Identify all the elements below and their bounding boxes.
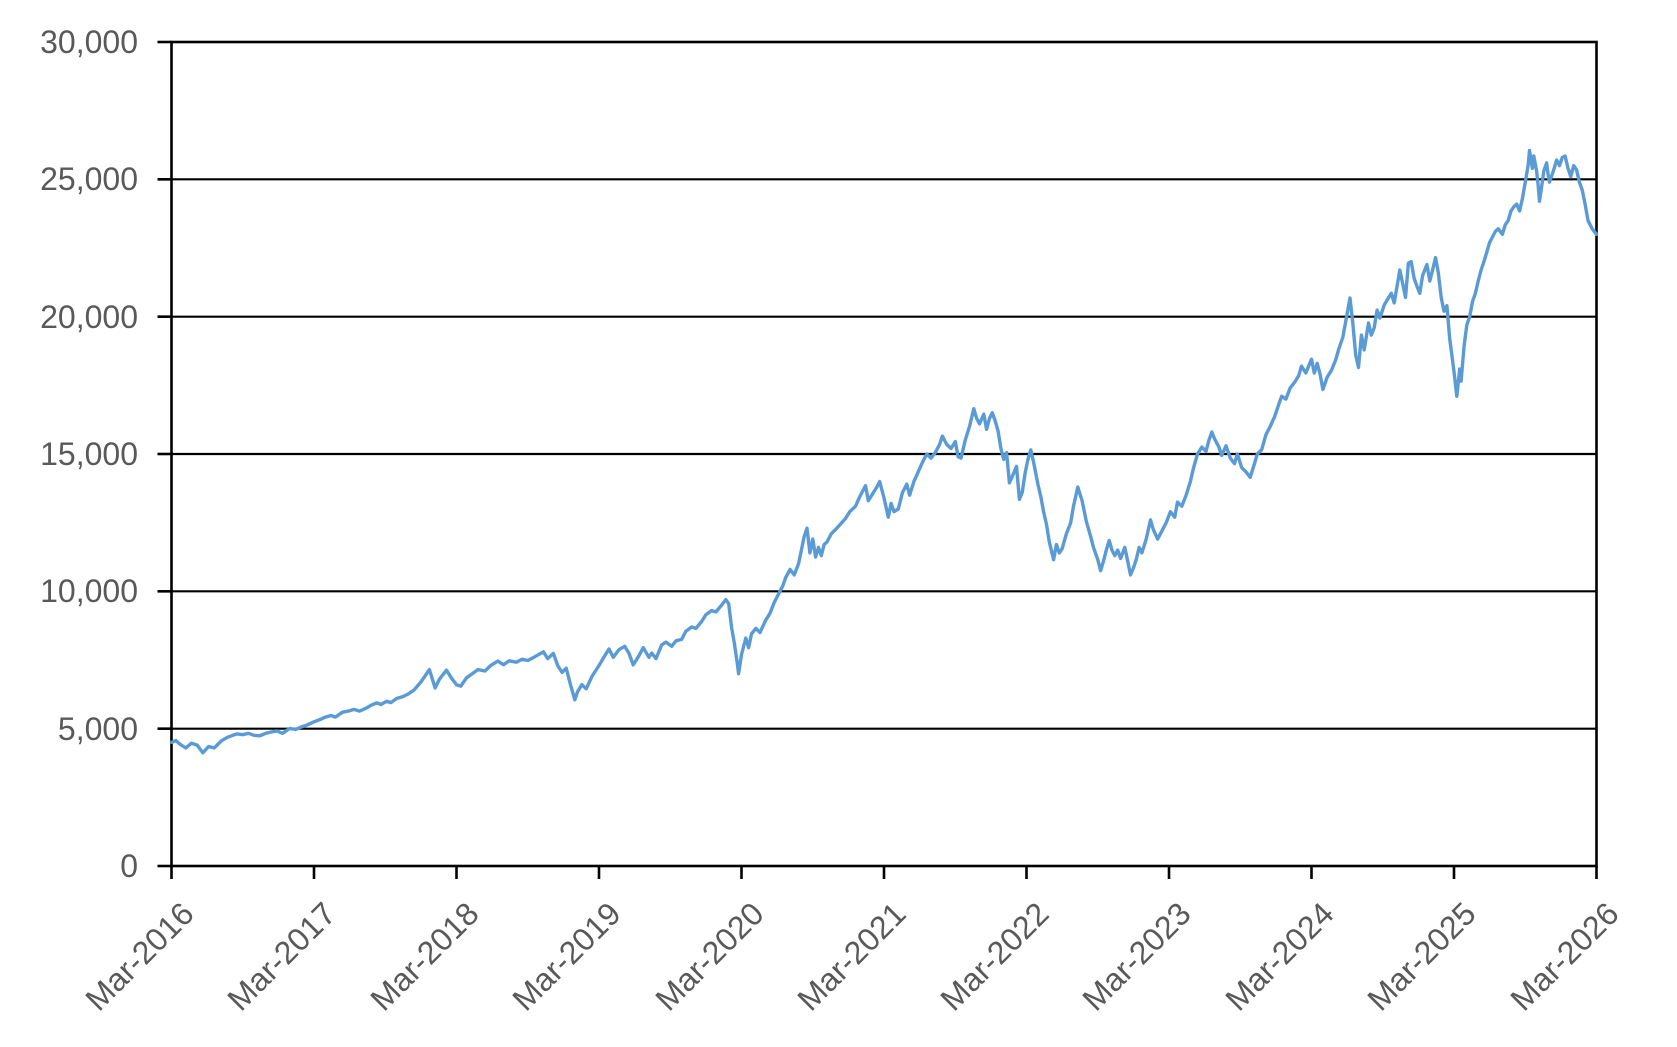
price-line-series <box>169 148 1599 755</box>
y-axis-tick-label: 30,000 <box>40 24 138 60</box>
y-axis-tick-label: 0 <box>120 848 138 884</box>
y-axis-tick-label: 15,000 <box>40 436 138 472</box>
y-axis-tick-label: 20,000 <box>40 298 138 335</box>
y-axis-tick-label: 25,000 <box>40 161 138 198</box>
y-axis-tick-label: 10,000 <box>40 573 138 610</box>
y-axis-tick-label: 5,000 <box>57 710 138 747</box>
